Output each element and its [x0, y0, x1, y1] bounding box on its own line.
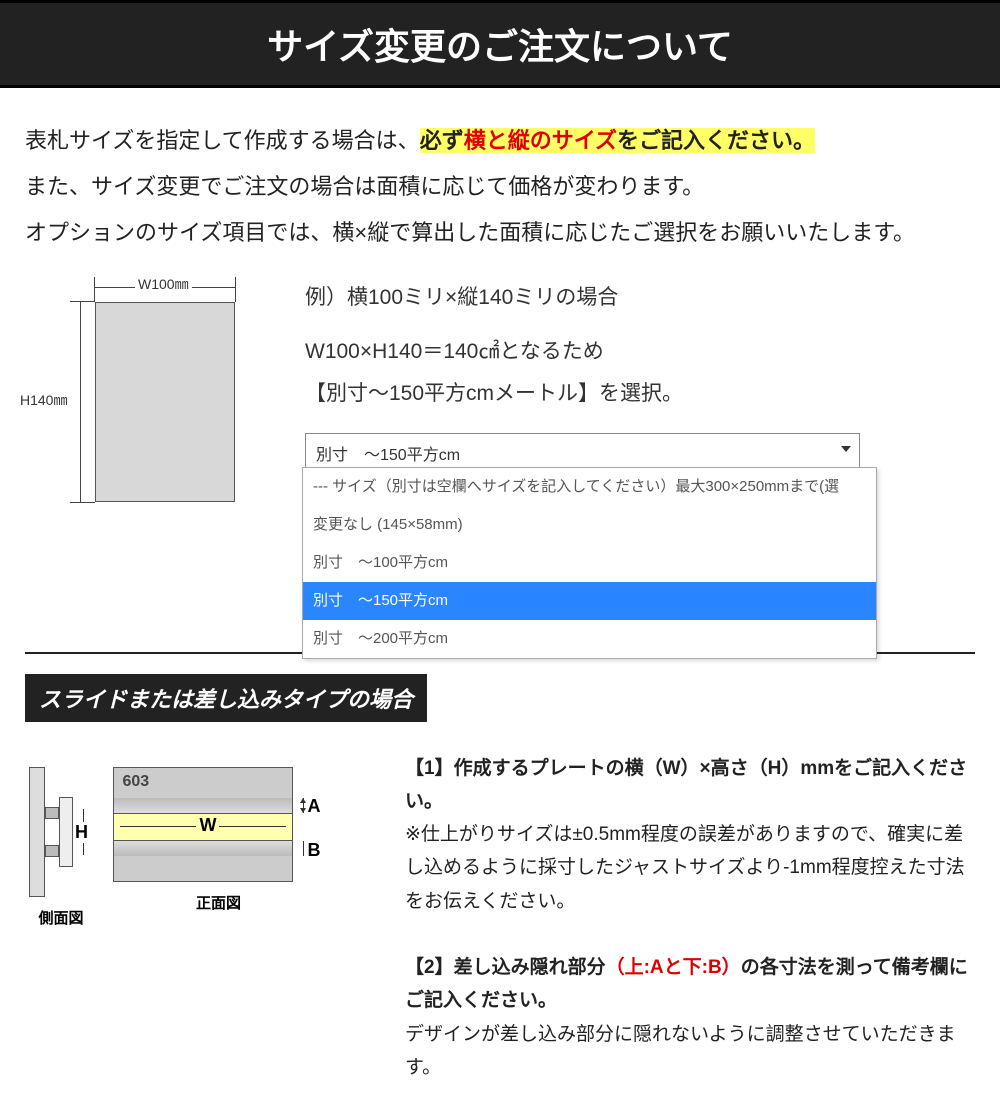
intro-highlight-red: 横と縦のサイズ [464, 128, 617, 153]
side-view: H 側面図 [25, 752, 97, 928]
p2-title-a: 【2】差し込み隠れ部分 [405, 957, 606, 978]
p2-body: デザインが差し込み部分に隠れないように調整させていただきます。 [405, 1024, 956, 1078]
page-title: サイズ変更のご注文について [0, 0, 1000, 88]
p2-title-red: （上:Aと下:B） [606, 957, 741, 978]
intro-line2: また、サイズ変更でご注文の場合は面積に応じて価格が変わります。 [25, 174, 704, 199]
section2-text: 【1】作成するプレートの横（W）×高さ（H）mmをご記入ください。 ※仕上がりサ… [405, 752, 975, 1085]
example-row: W100㎜ H140㎜ 例）横100ミリ×縦140ミリの場合 W100×H140… [25, 277, 975, 502]
intro-line3: オプションのサイズ項目では、横×縦で算出した面積に応じたご選択をお願いいたします… [25, 220, 915, 245]
section2-row: H 側面図 603 W A B 正面図 [25, 752, 975, 1085]
slide-diagram: H 側面図 603 W A B 正面図 [25, 752, 375, 928]
dropdown-option[interactable]: 別寸 ～200平方cm [303, 620, 876, 658]
intro-text: 表札サイズを指定して作成する場合は、必ず横と縦のサイズをご記入ください。 また、… [25, 118, 975, 257]
front-view: 603 W A B 正面図 [113, 752, 323, 913]
side-view-caption: 側面図 [25, 907, 97, 928]
front-view-caption: 正面図 [113, 892, 323, 913]
example-line2: 【別寸～150平方cmメートル】を選択。 [305, 373, 975, 415]
size-dropdown[interactable]: 別寸 ～150平方cm --- サイズ（別寸は空欄へサイズを記入してください）最… [305, 433, 860, 479]
dropdown-option[interactable]: --- サイズ（別寸は空欄へサイズを記入してください）最大300×250mmまで… [303, 468, 876, 506]
intro-highlight: 必ず横と縦のサイズをご記入ください。 [420, 128, 815, 153]
w-label: W [196, 815, 219, 836]
chevron-down-icon [841, 446, 851, 452]
dropdown-option[interactable]: 別寸 ～150平方cm [303, 582, 876, 620]
a-label: A [307, 796, 320, 817]
dim-w-label: W100㎜ [135, 274, 192, 294]
example-line1: W100×H140＝140㎠となるため [305, 331, 975, 373]
h-label: H [75, 822, 88, 843]
intro-block: 表札サイズを指定して作成する場合は、必ず横と縦のサイズをご記入ください。 また、… [0, 88, 1000, 532]
p1-title: 【1】作成するプレートの横（W）×高さ（H）mmをご記入ください。 [405, 758, 967, 812]
plate-diagram: W100㎜ H140㎜ [25, 277, 265, 502]
dropdown-panel: --- サイズ（別寸は空欄へサイズを記入してください）最大300×250mmまで… [302, 467, 877, 659]
sub-heading: スライドまたは差し込みタイプの場合 [25, 674, 427, 722]
dropdown-option[interactable]: 変更なし (145×58mm) [303, 506, 876, 544]
dropdown-option[interactable]: 別寸 ～100平方cm [303, 544, 876, 582]
b-label: B [307, 840, 320, 861]
example-title: 例）横100ミリ×縦140ミリの場合 [305, 277, 975, 319]
p1-body: ※仕上がりサイズは±0.5mm程度の誤差がありますので、確実に差し込めるように採… [405, 824, 965, 912]
dim-h-label: H140㎜ [20, 387, 67, 413]
plate-box [95, 302, 235, 502]
section-slide: スライドまたは差し込みタイプの場合 H 側面図 603 [0, 654, 1000, 1114]
example-text: 例）横100ミリ×縦140ミリの場合 W100×H140＝140㎠となるため 【… [305, 277, 975, 479]
plate-number: 603 [122, 773, 149, 791]
intro-part1: 表札サイズを指定して作成する場合は、 [25, 128, 420, 153]
